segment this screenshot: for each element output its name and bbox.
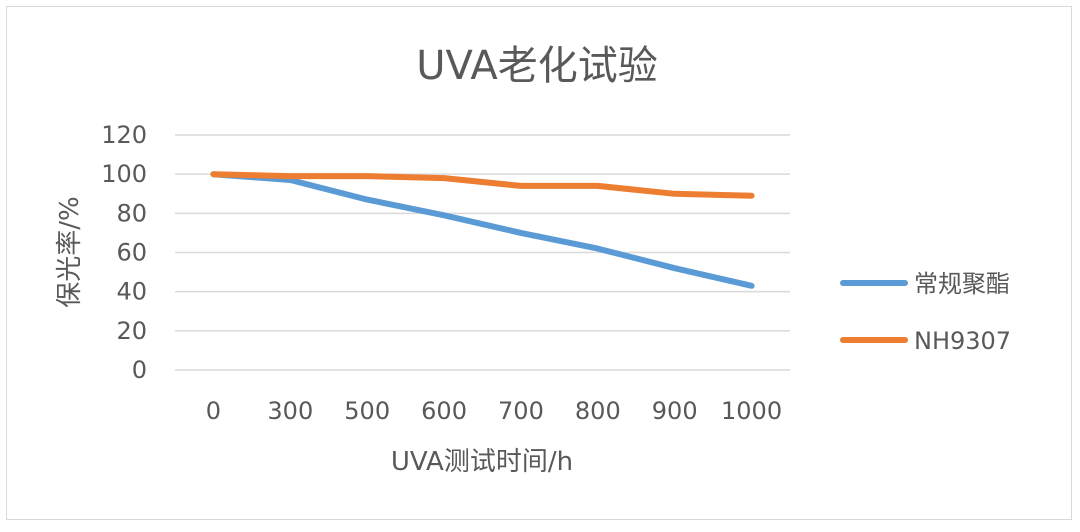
data-point-2-8 (751, 195, 753, 197)
y-tick-label: 120 (101, 121, 147, 149)
data-point-2-1 (212, 173, 214, 175)
y-tick-label: 40 (116, 278, 147, 306)
y-tick-label: 20 (116, 317, 147, 345)
y-axis-ticks: 0 20 40 60 80 100 120 (101, 121, 147, 384)
series-line-2 (210, 171, 755, 199)
x-tick-label: 300 (267, 397, 313, 425)
x-axis-ticks: 0 300 500 600 700 800 900 1000 (206, 397, 782, 425)
data-point-1-8 (751, 285, 753, 287)
x-tick-label: 500 (344, 397, 390, 425)
legend-label-2: NH9307 (914, 327, 1011, 355)
data-point-2-3 (366, 175, 368, 177)
data-point-1-3 (366, 199, 368, 201)
chart-frame (6, 6, 1072, 520)
y-axis-label: 保光率/% (55, 196, 85, 307)
data-point-1-6 (597, 248, 599, 250)
chart-title: UVA老化试验 (416, 43, 657, 89)
data-point-2-7 (674, 193, 676, 195)
legend-label-1: 常规聚酯 (914, 270, 1010, 298)
y-tick-label: 100 (101, 160, 147, 188)
data-point-2-4 (443, 177, 445, 179)
x-tick-label: 600 (421, 397, 467, 425)
x-tick-label: 0 (206, 397, 221, 425)
y-tick-label: 0 (132, 356, 147, 384)
legend: 常规聚酯 NH9307 (840, 270, 1011, 355)
data-point-2-6 (597, 185, 599, 187)
x-tick-label: 800 (575, 397, 621, 425)
series-lines (210, 171, 755, 289)
data-point-2-2 (289, 175, 291, 177)
data-point-1-4 (443, 214, 445, 216)
data-point-1-7 (674, 267, 676, 269)
data-point-2-5 (520, 185, 522, 187)
series-line-1 (210, 171, 755, 289)
x-tick-label: 900 (652, 397, 698, 425)
x-axis-label: UVA测试时间/h (391, 447, 573, 477)
gridlines (175, 134, 790, 371)
y-tick-label: 60 (116, 239, 147, 267)
x-tick-label: 1000 (721, 397, 782, 425)
x-tick-label: 700 (498, 397, 544, 425)
data-point-1-5 (520, 232, 522, 234)
y-tick-label: 80 (116, 199, 147, 227)
data-point-1-2 (289, 179, 291, 181)
